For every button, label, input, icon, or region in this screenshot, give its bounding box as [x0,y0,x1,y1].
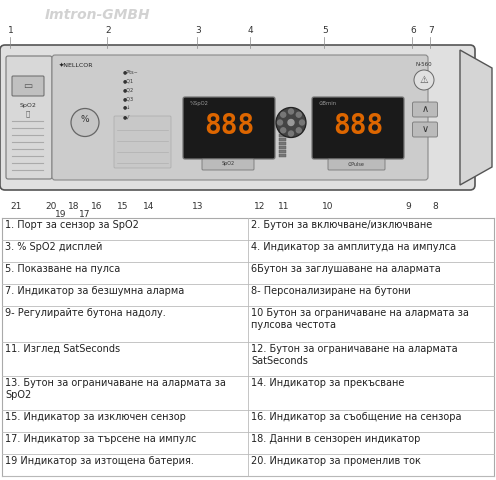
Circle shape [289,109,294,114]
Circle shape [414,70,434,90]
Circle shape [277,120,283,125]
Text: %: % [81,115,89,124]
Text: 8: 8 [432,202,438,211]
Bar [279,122,286,125]
Text: Imtron-GMBH: Imtron-GMBH [45,8,151,22]
FancyBboxPatch shape [202,159,254,170]
Text: 12: 12 [254,202,265,211]
Text: 15. Индикатор за изключен сензор: 15. Индикатор за изключен сензор [5,412,186,422]
Text: 5. Показване на пулса: 5. Показване на пулса [5,264,120,274]
Text: ⊙Bmin: ⊙Bmin [319,101,337,106]
Text: ●Q2: ●Q2 [123,87,134,93]
Text: ●Q3: ●Q3 [123,96,134,101]
FancyBboxPatch shape [312,97,404,159]
Text: 6: 6 [410,26,416,35]
Bar [279,126,286,129]
Text: 11. Изглед SatSeconds: 11. Изглед SatSeconds [5,344,120,354]
Text: 19: 19 [55,210,66,219]
Text: 17: 17 [79,210,90,219]
FancyBboxPatch shape [6,56,52,179]
Text: ✦NELLCOR: ✦NELLCOR [59,63,94,68]
FancyBboxPatch shape [413,122,437,137]
Text: 4: 4 [248,26,253,35]
Text: 20: 20 [45,202,57,211]
Bar [279,154,286,157]
Text: 17. Индикатор за търсене на импулс: 17. Индикатор за търсене на импулс [5,434,196,444]
Circle shape [288,120,294,125]
Text: 19 Индикатор за изтощена батерия.: 19 Индикатор за изтощена батерия. [5,456,194,466]
Text: 14. Индикатор за прекъсване: 14. Индикатор за прекъсване [251,378,404,388]
Text: ●↓: ●↓ [123,106,131,110]
Text: 1: 1 [8,26,14,35]
Text: 2: 2 [105,26,111,35]
Text: ●Q1: ●Q1 [123,79,134,84]
Circle shape [296,128,301,133]
Text: SpO2: SpO2 [19,103,36,108]
Text: 8- Персонализиране на бутони: 8- Персонализиране на бутони [251,286,411,296]
Bar [279,142,286,145]
Text: 7: 7 [428,26,434,35]
Text: 12. Бутон за ограничаване на алармата
SatSeconds: 12. Бутон за ограничаване на алармата Sa… [251,344,458,366]
Text: 7. Индикатор за безшумна аларма: 7. Индикатор за безшумна аларма [5,286,184,296]
Text: ∧: ∧ [422,105,429,115]
Bar [2,218,494,476]
Text: 🚶: 🚶 [26,110,30,117]
FancyBboxPatch shape [0,45,475,190]
Text: 18: 18 [68,202,79,211]
Text: 10 Бутон за ограничаване на алармата за
пулсова честота: 10 Бутон за ограничаване на алармата за … [251,308,469,330]
FancyBboxPatch shape [12,76,44,96]
Text: 13. Бутон за ограничаване на алармата за
SpO2: 13. Бутон за ограничаване на алармата за… [5,378,226,399]
Text: 9: 9 [405,202,411,211]
Text: 9- Регулирайте бутона надолу.: 9- Регулирайте бутона надолу. [5,308,166,318]
Text: 5: 5 [322,26,328,35]
Bar [279,134,286,137]
Text: 14: 14 [143,202,154,211]
Text: 888: 888 [333,112,383,140]
Circle shape [281,128,286,133]
Text: 2. Бутон за включване/изключване: 2. Бутон за включване/изключване [251,220,432,230]
FancyBboxPatch shape [328,159,385,170]
Circle shape [71,108,99,136]
Text: %SpO2: %SpO2 [190,101,209,106]
Circle shape [289,131,294,136]
Text: 6Бутон за заглушаване на алармата: 6Бутон за заглушаване на алармата [251,264,441,274]
Circle shape [281,112,286,117]
Text: 11: 11 [278,202,290,211]
Text: 16: 16 [91,202,103,211]
FancyBboxPatch shape [114,116,171,168]
Text: SpO2: SpO2 [221,161,235,167]
Bar [279,146,286,149]
Bar [279,150,286,153]
FancyBboxPatch shape [52,55,428,180]
Text: 888: 888 [204,112,254,140]
FancyBboxPatch shape [413,102,437,117]
Text: 15: 15 [117,202,128,211]
Text: 18. Данни в сензорен индикатор: 18. Данни в сензорен индикатор [251,434,421,444]
Text: ●√: ●√ [123,115,130,120]
Text: ●Pts~: ●Pts~ [123,70,139,74]
Text: ⚠: ⚠ [420,75,429,85]
Text: 10: 10 [322,202,333,211]
Text: 20. Индикатор за променлив ток: 20. Индикатор за променлив ток [251,456,421,466]
Polygon shape [460,50,492,185]
Text: 3: 3 [195,26,201,35]
Text: 16. Индикатор за съобщение на сензора: 16. Индикатор за съобщение на сензора [251,412,461,422]
Text: 21: 21 [10,202,21,211]
Bar [279,138,286,141]
Circle shape [296,112,301,117]
Text: ⊙Pulse: ⊙Pulse [348,161,365,167]
Text: 3. % SpO2 дисплей: 3. % SpO2 дисплей [5,242,102,252]
Bar [279,130,286,133]
Circle shape [276,108,306,137]
Bar [279,114,286,117]
FancyBboxPatch shape [183,97,275,159]
Bar [279,118,286,121]
Circle shape [300,120,305,125]
Text: 4. Индикатор за амплитуда на импулса: 4. Индикатор за амплитуда на импулса [251,242,456,252]
Text: 1. Порт за сензор за SpO2: 1. Порт за сензор за SpO2 [5,220,139,230]
Text: ▭: ▭ [23,81,33,91]
Text: ∨: ∨ [422,124,429,134]
Text: 13: 13 [192,202,203,211]
Text: N-560: N-560 [416,62,433,67]
